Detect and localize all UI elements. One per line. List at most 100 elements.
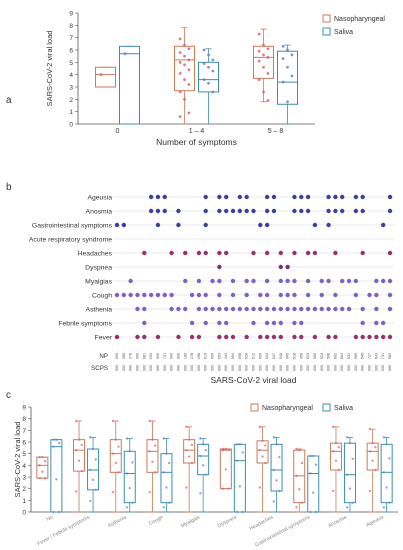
symptom-dot (142, 320, 147, 326)
data-point (168, 461, 171, 465)
data-point (204, 473, 208, 476)
box (343, 442, 356, 504)
symptom-dot (203, 320, 208, 326)
data-point (348, 441, 352, 445)
symptom-dot (299, 306, 304, 312)
data-point (235, 459, 239, 462)
symptom-dot (387, 334, 393, 340)
scps-value: 000 (381, 365, 385, 371)
data-point (162, 471, 165, 474)
symptom-dot (203, 250, 208, 256)
np-value: 000 (313, 353, 317, 359)
symptom-dot (169, 306, 174, 312)
data-point (258, 425, 261, 429)
x-tick-label: Dyspnea (217, 514, 238, 529)
data-point (281, 44, 285, 48)
scps-value: 000 (217, 365, 221, 371)
y-tick-label: 6 (69, 48, 73, 55)
data-point (199, 437, 202, 440)
row-label: Dyspnea (85, 265, 112, 272)
symptom-dot (340, 306, 345, 312)
symptom-dot (333, 292, 338, 298)
symptom-dot (353, 194, 359, 200)
box (73, 439, 86, 472)
data-point (337, 468, 340, 472)
data-point (385, 443, 388, 446)
row-label: Acute respiratory syndrome (29, 237, 112, 244)
symptom-dot (387, 208, 393, 214)
data-point (43, 476, 47, 480)
x-axis-label: Number of symptoms (156, 137, 237, 147)
data-point (91, 478, 95, 482)
row-label: Fever (95, 335, 113, 342)
data-point (89, 436, 92, 439)
scps-value: 000 (135, 365, 139, 371)
symptom-dot (230, 306, 236, 312)
data-point (148, 419, 151, 423)
scps-value: 000 (149, 365, 153, 371)
symptom-dot (380, 320, 386, 326)
data-point (55, 478, 58, 481)
symptom-dot (285, 264, 290, 270)
scps-value: 000 (286, 365, 290, 371)
box (87, 448, 100, 491)
data-point (332, 425, 335, 429)
scps-value: 000 (122, 365, 126, 371)
data-point (114, 438, 117, 441)
box (146, 439, 159, 473)
data-point (298, 488, 301, 491)
data-point (91, 447, 95, 451)
data-point (264, 444, 267, 447)
data-point (190, 443, 194, 447)
data-point (334, 441, 338, 445)
symptom-dot (244, 194, 249, 200)
np-value: 512 (252, 353, 256, 359)
data-point (41, 455, 44, 459)
data-point (314, 510, 318, 514)
symptom-dot (142, 292, 147, 298)
symptom-dot (305, 250, 311, 256)
np-value: 553 (217, 353, 221, 359)
symptom-dot (305, 292, 311, 298)
scps-value: 000 (204, 365, 208, 371)
legend-swatch (322, 403, 331, 412)
symptom-dot (292, 306, 297, 312)
symptom-dot (387, 292, 393, 298)
y-tick-label: 9 (22, 405, 26, 412)
np-value: 380 (122, 353, 126, 359)
box (174, 45, 195, 92)
np-value: 524 (265, 353, 269, 359)
data-point (151, 460, 154, 464)
data-point (281, 57, 285, 61)
data-point (178, 37, 182, 41)
np-value: 643 (374, 353, 378, 359)
data-point (75, 448, 78, 452)
scps-value: 000 (340, 365, 344, 371)
symptom-dot (176, 222, 181, 228)
symptom-dot (128, 292, 133, 298)
symptom-dot (374, 292, 379, 298)
symptom-dot (224, 306, 229, 312)
symptom-dot (230, 278, 236, 284)
symptom-dot (312, 250, 318, 256)
symptom-dot (319, 306, 324, 312)
symptom-dot (271, 194, 277, 200)
scps-value: 000 (368, 365, 372, 371)
symptom-dot (292, 334, 297, 340)
data-point (235, 510, 239, 514)
symptom-dot (176, 334, 181, 340)
box (380, 443, 393, 504)
data-point (117, 445, 120, 448)
y-tick-label: 4 (69, 72, 73, 79)
y-tick-label: 7 (22, 428, 26, 435)
symptom-dot (244, 208, 249, 214)
data-point (257, 49, 261, 53)
data-point (295, 474, 298, 478)
symptom-dot (360, 208, 365, 214)
np-row-label: NP (99, 353, 108, 360)
data-point (278, 489, 281, 493)
data-point (38, 476, 41, 480)
data-point (382, 436, 386, 439)
symptom-dot (299, 320, 304, 326)
data-point (125, 437, 129, 440)
